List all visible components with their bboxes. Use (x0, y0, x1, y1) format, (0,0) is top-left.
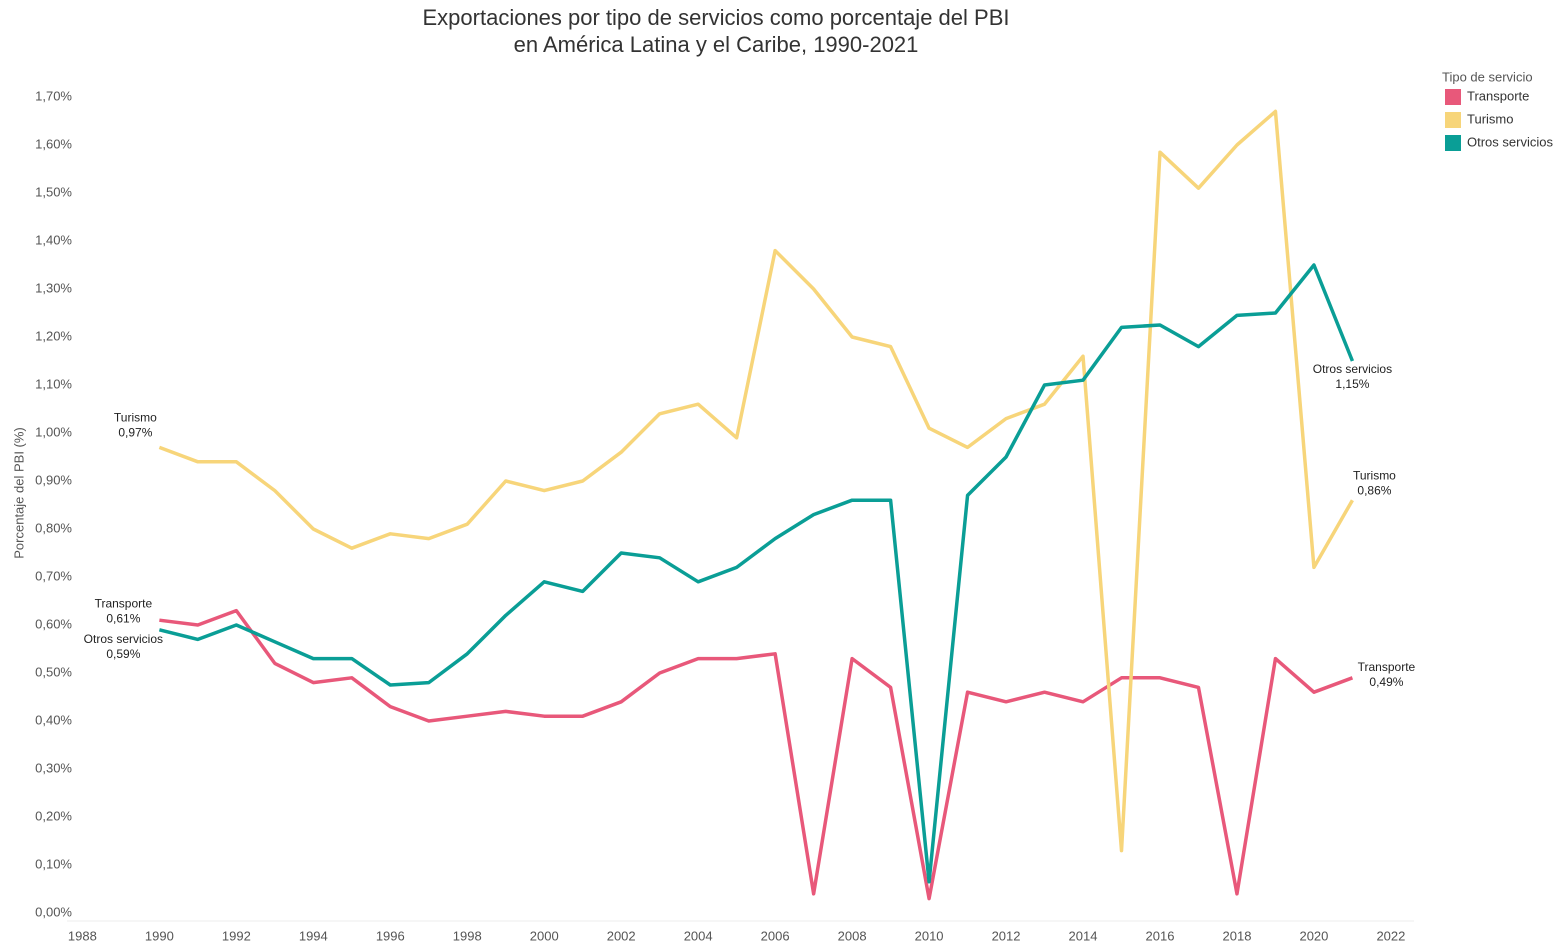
x-tick-label: 2014 (1069, 928, 1098, 943)
y-tick-label: 0,70% (35, 568, 72, 583)
annotation-name: Otros servicios (1313, 362, 1392, 376)
x-tick-label: 2016 (1146, 928, 1175, 943)
legend-swatch (1445, 112, 1461, 128)
y-tick-label: 1,00% (35, 424, 72, 439)
x-tick-label: 1990 (145, 928, 174, 943)
y-axis-label: Porcentaje del PBI (%) (11, 427, 26, 559)
y-tick-label: 1,40% (35, 232, 72, 247)
annotation-name: Otros servicios (84, 632, 163, 646)
data-label: 0,97% (118, 426, 152, 440)
annotation-name: Transporte (95, 596, 153, 610)
legend-swatch (1445, 89, 1461, 105)
y-tick-label: 0,30% (35, 760, 72, 775)
x-tick-label: 2002 (607, 928, 636, 943)
annotation-name: Transporte (1358, 660, 1416, 674)
legend-label: Transporte (1467, 88, 1529, 103)
annotation-name: Turismo (1353, 468, 1396, 482)
y-tick-label: 1,50% (35, 184, 72, 199)
y-tick-label: 0,90% (35, 472, 72, 487)
y-tick-label: 0,10% (35, 856, 72, 871)
series-line (158, 263, 1355, 884)
y-tick-label: 1,30% (35, 280, 72, 295)
legend-swatch (1445, 135, 1461, 151)
x-tick-label: 2010 (915, 928, 944, 943)
data-label: 0,59% (106, 647, 140, 661)
x-tick-label: 2006 (761, 928, 790, 943)
y-tick-label: 0,20% (35, 808, 72, 823)
annotation-name: Turismo (114, 411, 157, 425)
x-tick-label: 2020 (1299, 928, 1328, 943)
x-tick-label: 2000 (530, 928, 559, 943)
legend-label: Otros servicios (1467, 134, 1553, 149)
data-label: 0,49% (1369, 675, 1403, 689)
y-tick-label: 1,10% (35, 376, 72, 391)
x-tick-label: 2012 (992, 928, 1021, 943)
x-tick-label: 1996 (376, 928, 405, 943)
data-label: 0,86% (1357, 483, 1391, 497)
legend-title: Tipo de servicio (1442, 69, 1533, 84)
y-tick-label: 0,50% (35, 664, 72, 679)
x-tick-label: 2022 (1376, 928, 1405, 943)
chart-title: Exportaciones por tipo de servicios como… (423, 5, 1010, 30)
x-tick-label: 2018 (1223, 928, 1252, 943)
legend-label: Turismo (1467, 111, 1513, 126)
y-tick-label: 1,60% (35, 136, 72, 151)
chart-title: en América Latina y el Caribe, 1990-2021 (514, 32, 919, 57)
y-tick-label: 0,60% (35, 616, 72, 631)
y-tick-label: 1,70% (35, 88, 72, 103)
series-line (159, 608, 1354, 901)
x-tick-label: 2008 (838, 928, 867, 943)
y-tick-label: 0,00% (35, 904, 72, 919)
data-label: 1,15% (1335, 377, 1369, 391)
data-label: 0,61% (106, 611, 140, 625)
y-tick-label: 1,20% (35, 328, 72, 343)
x-tick-label: 1992 (222, 928, 251, 943)
x-tick-label: 1998 (453, 928, 482, 943)
series-line (158, 109, 1354, 853)
y-tick-label: 0,80% (35, 520, 72, 535)
x-tick-label: 1994 (299, 928, 328, 943)
y-tick-label: 0,40% (35, 712, 72, 727)
x-tick-label: 2004 (684, 928, 713, 943)
x-tick-label: 1988 (68, 928, 97, 943)
